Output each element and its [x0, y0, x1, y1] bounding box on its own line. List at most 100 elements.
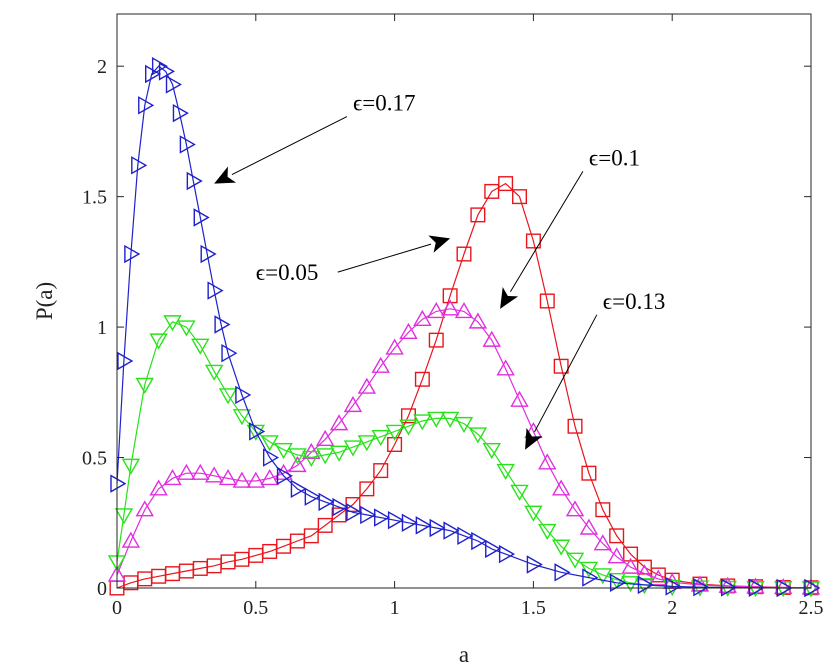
series-layer [107, 56, 821, 598]
x-ticks: 0 0.5 1 1.5 2 2.5 [112, 14, 824, 619]
y-tick-label: 0 [97, 578, 107, 600]
data-point [221, 343, 238, 363]
data-point [276, 466, 293, 486]
data-point [179, 135, 196, 154]
data-point [304, 487, 321, 506]
data-point [484, 183, 500, 199]
data-point [302, 450, 321, 467]
data-point [399, 322, 418, 340]
data-point [746, 581, 765, 598]
data-point [331, 507, 347, 523]
data-point [235, 385, 252, 405]
data-point [593, 568, 613, 585]
data-point [623, 546, 639, 562]
data-point [482, 443, 501, 460]
data-point [131, 156, 148, 175]
data-point [218, 388, 238, 405]
data-point [218, 469, 238, 486]
data-point [207, 281, 224, 300]
data-point [565, 552, 585, 569]
data-point [468, 427, 488, 444]
data-point [539, 293, 555, 309]
data-point [124, 244, 141, 264]
data-point [117, 351, 134, 371]
data-point [496, 463, 515, 481]
data-point [510, 484, 529, 501]
data-point [345, 497, 361, 513]
data-point [232, 471, 252, 488]
data-point [415, 516, 432, 535]
data-point [343, 395, 363, 413]
data-point [510, 390, 529, 407]
data-point [121, 531, 141, 548]
data-point [329, 414, 349, 431]
data-point [621, 557, 640, 574]
data-point [214, 315, 231, 334]
y-tick-label: 1.5 [82, 187, 107, 209]
data-point [288, 455, 307, 473]
x-tick-label: 2.5 [799, 597, 824, 619]
data-point [721, 578, 738, 597]
annotation-arrow-line [534, 314, 598, 433]
series-line [116, 65, 811, 589]
data-point [288, 448, 307, 465]
data-point [318, 492, 335, 512]
data-point [649, 569, 668, 586]
data-point [498, 544, 516, 564]
data-point [581, 465, 597, 481]
data-point [315, 448, 335, 465]
annotation-label: ϵ=0.17 [353, 91, 416, 116]
annotation-arrow-head [500, 287, 519, 309]
data-point [357, 377, 377, 394]
data-point [232, 409, 252, 426]
data-point [346, 503, 363, 522]
data-point [260, 469, 279, 486]
y-tick-label: 0.5 [82, 448, 107, 470]
data-point [637, 575, 654, 595]
data-point [303, 528, 319, 544]
annotation: ϵ=0.13 [525, 289, 665, 450]
data-point [249, 422, 266, 441]
data-point [554, 563, 571, 582]
data-point [457, 526, 474, 546]
y-ticks: 0 0.5 1 1.5 2 [82, 56, 811, 600]
plot-frame [116, 13, 812, 589]
data-point [135, 500, 154, 517]
data-point [158, 62, 175, 81]
data-point [579, 561, 599, 578]
data-point [204, 364, 224, 381]
data-point [399, 419, 418, 436]
annotation-arrow-head [214, 166, 237, 184]
data-point [204, 466, 224, 483]
data-point [498, 176, 514, 192]
plot-background [117, 14, 811, 588]
data-point [801, 578, 821, 595]
data-point [385, 338, 404, 355]
data-point [442, 288, 458, 304]
data-point [246, 424, 266, 441]
data-point [512, 189, 528, 205]
x-tick-label: 0.5 [243, 597, 268, 619]
data-point [329, 445, 349, 462]
x-tick-label: 2 [667, 597, 677, 619]
data-point [525, 233, 541, 249]
data-point [567, 418, 583, 434]
data-point [693, 578, 710, 597]
y-tick-label: 2 [97, 56, 107, 78]
data-point [565, 500, 585, 517]
data-point [443, 521, 460, 540]
data-point [191, 338, 210, 355]
data-point [172, 103, 189, 123]
y-tick-label: 1 [97, 317, 107, 339]
series-line [116, 321, 812, 589]
data-point [262, 448, 280, 467]
data-point [456, 246, 472, 262]
data-point [387, 437, 403, 453]
x-tick-label: 0 [112, 597, 122, 619]
data-point [385, 424, 404, 441]
data-point [429, 518, 446, 538]
data-point [149, 479, 168, 496]
data-point [177, 320, 196, 337]
annotation-label: ϵ=0.05 [256, 260, 319, 285]
